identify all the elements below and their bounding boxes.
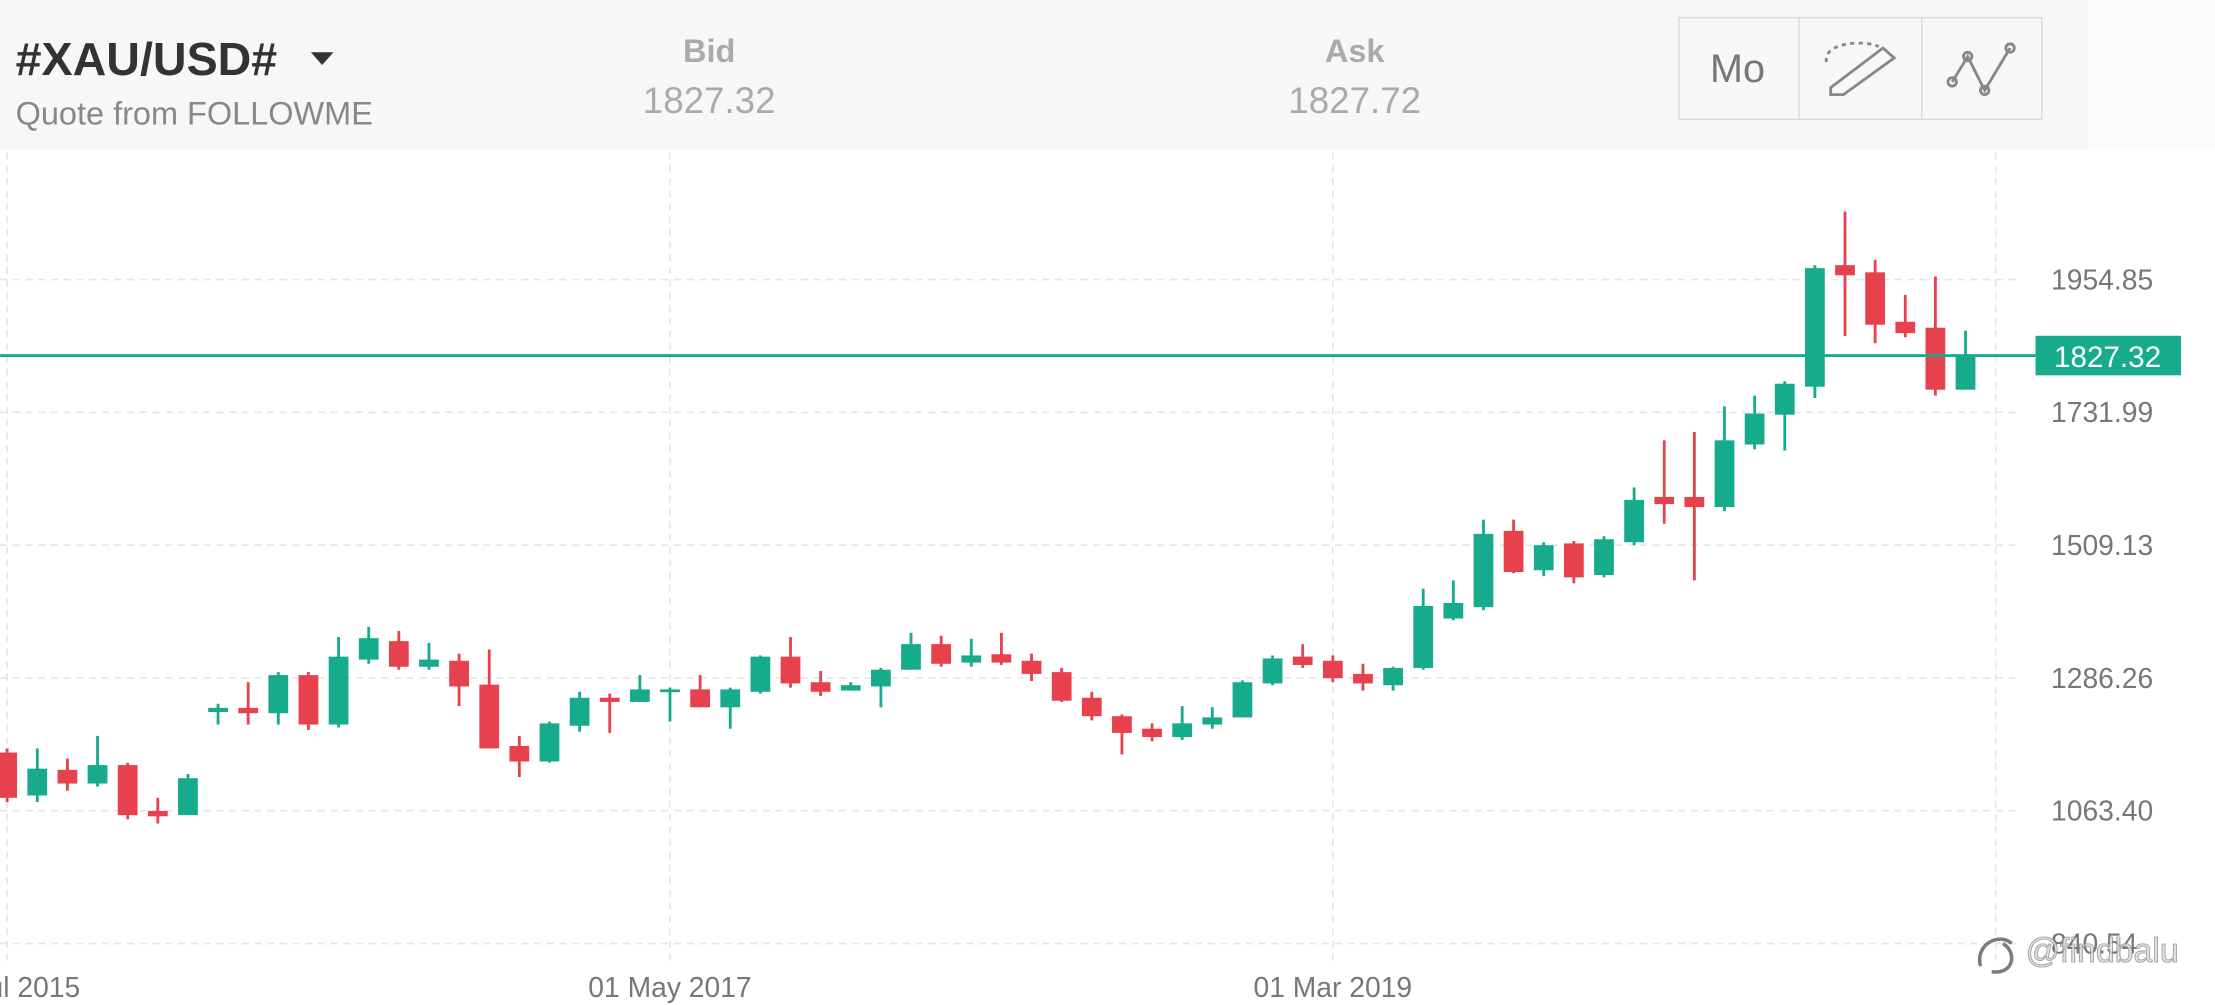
candle-body [419,659,439,667]
candle-body [1473,533,1494,608]
watermark-text: @findbalu [2026,932,2179,970]
chart: 840.54 1063.40 1286.26 1509.13 1731.99 1954.8… [0,152,2182,1003]
header-right [2087,0,2215,150]
candle-body [629,689,650,702]
indicator-button[interactable] [1946,42,2016,97]
candle-body [87,765,108,784]
ask-value: 1827.72 [1288,80,1421,121]
candle-body [961,655,982,663]
x-tick-label: 01 Jul 2015 [0,971,80,1003]
candle-body [871,669,891,687]
candle-body [1322,660,1343,679]
candle-body [539,723,560,762]
candle-body [1112,716,1132,733]
toolbar [1678,16,2043,121]
x-tick-label: 01 Mar 2019 [1254,971,1413,1003]
candle-body [1563,543,1584,578]
candle-body [328,656,349,725]
candle-body [178,778,198,816]
candle-body [1925,327,1946,390]
candle-body [1353,673,1373,684]
candle-body [1172,723,1193,738]
candle-body [449,660,469,687]
y-tick-label: 1954.85 [2051,263,2153,295]
candle-body [1443,603,1464,619]
candle-body [388,641,409,667]
bid-value: 1827.32 [643,80,776,121]
candle-body [147,810,168,817]
candle-body [208,707,228,713]
draw-tool-button[interactable] [1825,41,1897,97]
candle-body [1051,672,1072,701]
x-tick-label: 01 May 2017 [588,971,751,1003]
candle-body [1383,667,1403,686]
watermark: @findbalu [1977,931,2179,974]
candle-body [1684,496,1705,508]
candle-body [27,768,48,796]
candle-body [1533,545,1554,571]
candle-body [1774,383,1795,415]
candle-body [238,707,259,714]
candle-body [780,656,801,684]
candle-body [720,689,741,708]
y-tick-label: 1731.99 [2051,396,2153,428]
y-tick-label: 1063.40 [2051,795,2153,827]
candle-body [1503,530,1524,573]
candle-body [358,638,379,660]
candle-body [1202,717,1223,725]
candle-body [1142,728,1162,738]
candle-body [1262,658,1283,684]
candle-body [1955,355,1976,390]
candle-body [1624,499,1644,543]
symbol-dropdown[interactable] [310,52,334,65]
candle-body [660,689,680,693]
y-tick-label: 1286.26 [2051,662,2153,694]
subtitle: Quote from FOLLOWME [16,95,373,131]
candle-body [57,769,78,784]
candle-body [1292,656,1313,665]
candle-body [840,685,861,691]
bid-label: Bid [683,33,735,69]
candle-body [1413,605,1434,668]
candle-body [750,656,771,692]
candle-body [810,682,831,692]
candle-body [599,697,620,702]
candle-body [1835,265,1855,276]
last-price-label: 1827.32 [2054,341,2161,374]
candle-body [117,765,138,816]
candle-body [1232,682,1253,718]
candle-body [509,746,530,762]
y-tick-label: 1509.13 [2051,529,2153,561]
period-button[interactable]: Mo [1710,47,1765,91]
candle-body [268,675,289,714]
y-tick-label: 840.54 [2051,927,2137,959]
candle-body [1021,660,1042,674]
ask-label: Ask [1325,33,1386,69]
candle-body [1804,268,1825,387]
candle-body [479,684,500,749]
candle-body [1654,496,1675,505]
candle-body [931,644,952,664]
last-price-box [2035,335,2182,376]
candle-body [901,644,921,670]
candle-body [991,654,1012,663]
candle-body [1865,272,1886,325]
candle-body [690,689,711,708]
candle-body [1081,697,1102,717]
candle-body [569,697,590,726]
candle-body [0,752,18,798]
candle-body [1714,440,1735,508]
candle-body [1594,539,1614,575]
symbol[interactable]: #XAU/USD# [16,33,278,85]
candle-body [298,675,319,725]
candle-body [1744,413,1765,445]
candle-body [1895,321,1916,334]
